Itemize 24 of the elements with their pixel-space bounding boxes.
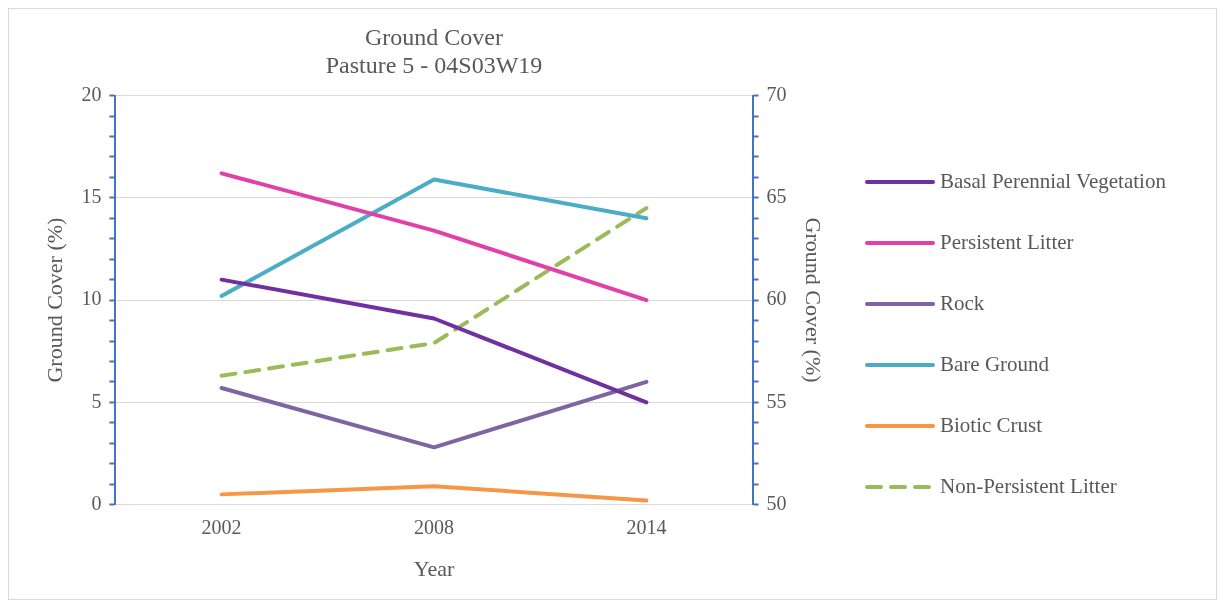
x-axis-title: Year (413, 555, 455, 581)
legend-label: Basal Perennial Vegetation (940, 169, 1166, 194)
y2-tick-label: 50 (766, 491, 787, 514)
y2-tick-label: 65 (766, 185, 787, 208)
y2-tick-label: 55 (766, 389, 787, 412)
x-tick-label: 2008 (414, 515, 454, 538)
chart-subtitle: Pasture 5 - 04S03W19 (325, 52, 543, 79)
x-tick-label: 2002 (201, 515, 242, 538)
x-tick-label: 2014 (626, 515, 667, 538)
legend-label: Persistent Litter (940, 230, 1074, 255)
y2-tick-label: 60 (766, 287, 787, 310)
y2-tick-label: 70 (766, 82, 787, 105)
y-tick-label: 20 (81, 82, 102, 105)
y-tick-label: 5 (91, 389, 102, 412)
legend-label: Biotic Crust (940, 413, 1043, 438)
y-tick-label: 15 (81, 185, 102, 208)
y-axis-title: Ground Cover (%) (41, 217, 67, 383)
chart-title: Ground Cover (365, 23, 503, 50)
legend-label: Rock (940, 291, 985, 316)
y2-axis-title: Ground Cover (%) (801, 217, 827, 383)
y-tick-label: 0 (91, 491, 102, 514)
legend-label: Non-Persistent Litter (940, 474, 1117, 499)
y-tick-label: 10 (81, 287, 102, 310)
legend-label: Bare Ground (940, 352, 1050, 377)
